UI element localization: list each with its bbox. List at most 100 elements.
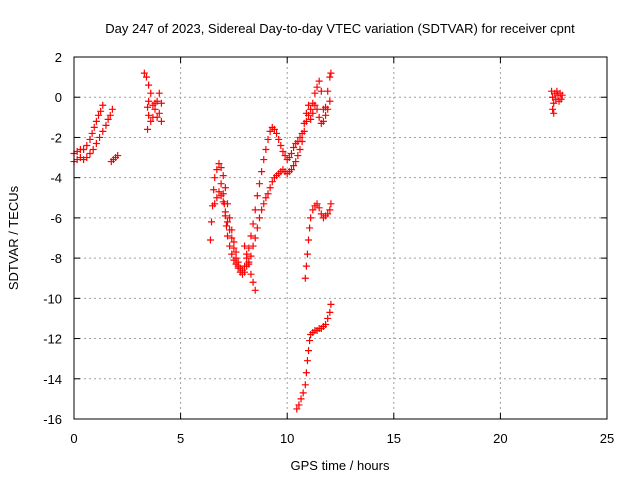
data-point (251, 206, 259, 214)
data-point (262, 146, 270, 154)
data-point (83, 141, 91, 149)
data-point (106, 111, 114, 119)
data-point (322, 111, 330, 119)
data-point (294, 152, 302, 160)
data-point (234, 264, 242, 272)
data-point (327, 200, 335, 208)
data-point (114, 152, 122, 160)
data-point (241, 268, 249, 276)
data-point (80, 146, 88, 154)
data-point (221, 212, 229, 220)
data-point (300, 127, 308, 135)
data-point (322, 320, 330, 328)
data-point (230, 238, 238, 246)
data-point (210, 186, 218, 194)
y-tick-label: -12 (43, 332, 62, 347)
data-point (83, 154, 91, 162)
data-point (298, 137, 306, 145)
data-point (90, 123, 98, 131)
data-point (230, 244, 238, 252)
data-point (89, 146, 97, 154)
data-point (324, 210, 332, 218)
data-point (307, 105, 315, 113)
series-seg-a-lower (70, 105, 116, 166)
y-tick-label: -14 (43, 372, 62, 387)
data-point (151, 105, 159, 113)
data-point (224, 232, 232, 240)
data-point (99, 101, 107, 109)
axis-ticks (73, 56, 608, 420)
data-point (219, 172, 227, 180)
data-point (221, 184, 229, 192)
data-point (258, 206, 266, 214)
data-point (142, 73, 150, 81)
data-point (224, 218, 232, 226)
data-point (255, 180, 263, 188)
data-point (151, 99, 159, 107)
data-point (211, 200, 219, 208)
data-point (213, 194, 221, 202)
data-point (550, 109, 558, 117)
data-point (309, 206, 317, 214)
data-point (313, 83, 321, 91)
data-point (273, 129, 281, 137)
data-point (307, 115, 315, 123)
series-seg-a-upper (70, 101, 107, 158)
data-point (147, 117, 155, 125)
data-point (313, 105, 321, 113)
data-point (145, 111, 153, 119)
series-seg-c-dip (241, 242, 259, 294)
data-point (215, 188, 223, 196)
data-point (157, 99, 165, 107)
data-point (290, 144, 298, 151)
data-point (145, 81, 153, 89)
data-point (208, 218, 216, 226)
data-point (315, 77, 323, 85)
data-point (302, 262, 310, 270)
data-marks (70, 69, 566, 413)
series-seg-e (548, 87, 566, 117)
data-point (251, 286, 259, 294)
data-point (228, 250, 236, 258)
data-point (264, 135, 272, 143)
data-point (253, 192, 261, 200)
data-point (306, 224, 314, 232)
data-point (285, 154, 293, 162)
data-point (549, 105, 557, 113)
data-point (144, 103, 152, 111)
data-point (266, 184, 274, 192)
data-point (249, 242, 257, 250)
data-point (326, 206, 334, 214)
data-point (86, 150, 94, 158)
series-seg-c-secondary (211, 97, 334, 278)
data-point (307, 214, 315, 222)
data-point (255, 214, 263, 222)
data-point (297, 395, 305, 403)
data-point (222, 222, 230, 230)
data-point (97, 107, 105, 115)
series-seg-c-left (217, 180, 242, 272)
y-tick-label: 2 (55, 50, 62, 65)
data-point (86, 135, 94, 143)
series-seg-a-tail (107, 152, 122, 166)
data-point (305, 111, 313, 119)
data-point (303, 357, 311, 365)
data-point (290, 162, 298, 170)
data-point (292, 158, 300, 166)
data-point (279, 148, 287, 156)
data-point (220, 200, 228, 208)
data-point (324, 87, 332, 95)
data-point (226, 226, 234, 234)
x-tick-label: 10 (280, 431, 294, 446)
data-point (313, 200, 321, 208)
data-point (309, 109, 317, 117)
y-tick-label: -10 (43, 291, 62, 306)
data-point (145, 97, 153, 105)
data-point (311, 89, 319, 97)
grid-lines (74, 57, 607, 419)
data-point (268, 178, 276, 186)
data-point (262, 194, 270, 202)
data-point (213, 166, 221, 174)
data-point (302, 117, 310, 125)
data-point (232, 260, 240, 268)
